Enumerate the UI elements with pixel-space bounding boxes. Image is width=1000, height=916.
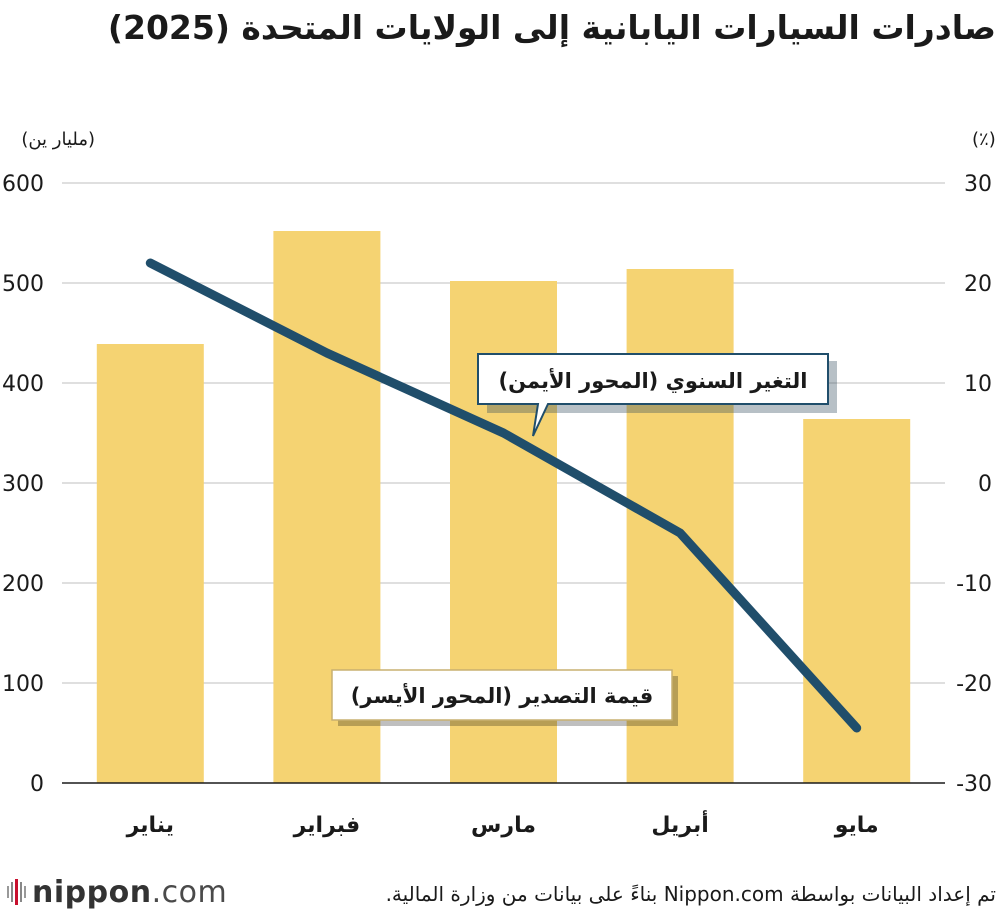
category-label: يناير [126,813,174,838]
right-tick-label: -20 [956,672,992,697]
logo-text: nippon.com [32,875,227,910]
nippon-logo: nippon.com [6,872,227,912]
right-tick-label: -10 [956,572,992,597]
callout-line-series: التغير السنوي (المحور الأيمن) [477,353,837,437]
callout-bar-series: قيمة التصدير (المحور الأيسر) [331,669,678,726]
chart: 0 100 200 300 400 500 600 -30 -20 -10 0 10 20 30 يناير… [2,129,996,838]
line-layer [145,258,862,733]
right-tick-label: 30 [964,172,992,197]
right-tick-label: 20 [964,272,992,297]
source-note: تم إعداد البيانات بواسطة Nippon.com بناء… [385,882,996,906]
left-tick-label: 100 [2,672,44,697]
category-label: مايو [834,813,879,838]
category-label: أبريل [651,809,708,838]
right-tick-label: -30 [956,772,992,797]
left-tick-label: 500 [2,272,44,297]
right-tick-label: 10 [964,372,992,397]
logo-text-light: .com [151,874,228,910]
chart-title: صادرات السيارات اليابانية إلى الولايات ا… [107,8,996,47]
right-tick-label: 0 [978,472,992,497]
label-layer: 0 100 200 300 400 500 600 -30 -20 -10 0 10 20 30 يناير… [2,172,992,838]
left-tick-label: 200 [2,572,44,597]
left-tick-label: 400 [2,372,44,397]
left-tick-label: 0 [30,772,44,797]
category-label: فبراير [293,813,361,838]
left-tick-label: 600 [2,172,44,197]
right-axis-unit: (٪) [972,129,996,150]
callout-line-label: التغير السنوي (المحور الأيمن) [499,367,808,394]
callout-bar-label: قيمة التصدير (المحور الأيسر) [351,682,653,708]
logo-mark-icon [7,879,26,905]
category-label: مارس [471,813,536,838]
logo-text-bold: nippon [32,874,152,910]
left-tick-label: 300 [2,472,44,497]
left-axis-unit: (مليار ين) [21,129,95,150]
bar [96,344,204,783]
